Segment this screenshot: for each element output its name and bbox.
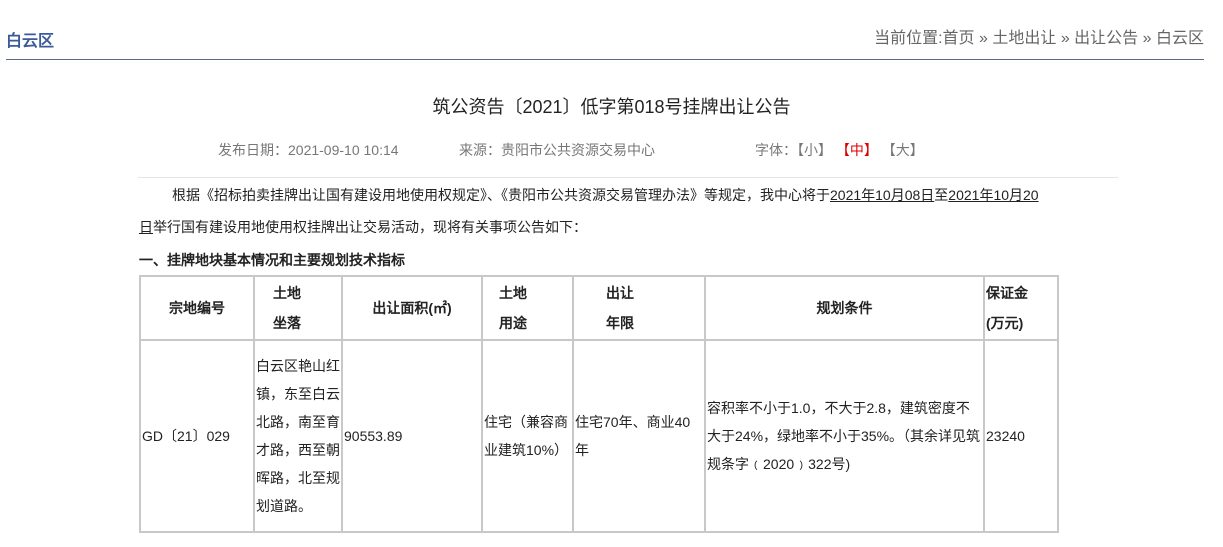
cell-area: 90553.89 [341,339,483,533]
header-parcel-id: 宗地编号 [139,275,255,341]
source: 来源：贵阳市公共资源交易中心 [459,142,655,158]
cell-use: 住宅（兼容商业建筑10%） [481,339,574,533]
font-size-controls: 字体：【小】 【中】 【大】 [755,140,924,160]
header-planning: 规划条件 [704,275,985,341]
breadcrumb-notice[interactable]: 出让公告 [1074,30,1139,47]
font-small-button[interactable]: 【小】 [797,142,832,158]
breadcrumb-sep: » [1138,30,1156,47]
cell-term: 住宅70年、商业40年 [572,339,706,533]
table-row: GD〔21〕029 白云区艳山红镇，东至白云北路，南至育才路，西至朝晖路，北至规… [139,339,1059,533]
article-title: 筑公资告〔2021〕低字第018号挂牌出让公告 [432,97,791,117]
cell-planning: 容积率不小于1.0，不大于2.8，建筑密度不大于24%，绿地率不小于35%。（其… [704,339,985,533]
header-area: 出让面积(㎡) [341,275,483,341]
cell-location: 白云区艳山红镇，东至白云北路，南至育才路，西至朝晖路，北至规划道路。 [253,339,343,533]
date-from: 2021年10月08日 [830,187,935,203]
section-heading: 一、挂牌地块基本情况和主要规划技术指标 [139,252,405,268]
intro-paragraph-2: 日举行国有建设用地使用权挂牌出让交易活动，现将有关事项公告如下： [139,213,1069,241]
breadcrumb-prefix: 当前位置: [874,30,943,47]
date-to-end: 日 [139,219,153,235]
intro-text-2: 举行国有建设用地使用权挂牌出让交易活动，现将有关事项公告如下： [153,219,587,235]
publish-date: 发布日期：2021-09-10 10:14 [218,142,399,158]
intro-paragraph: 根据《招标拍卖挂牌出让国有建设用地使用权规定》、《贵阳市公共资源交易管理办法》等… [139,181,1069,209]
header-use: 土地 用途 [481,275,574,341]
table-header-row: 宗地编号 土地 坐落 出让面积(㎡) 土地 用途 出让 年限 规划条件 保证金 (万元) [139,275,1059,341]
cell-parcel-id: GD〔21〕029 [139,339,255,533]
header-location: 土地 坐落 [253,275,343,341]
district-title: 白云区 [6,33,55,50]
breadcrumb-land[interactable]: 土地出让 [992,30,1057,47]
breadcrumb-sep: » [974,30,993,47]
date-to: 2021年10月20 [948,187,1039,203]
font-label: 字体： [755,142,797,158]
header-deposit: 保证金 (万元) [983,275,1059,341]
to-text: 至 [934,187,949,203]
divider [138,177,1118,178]
top-bar: 白云区 当前位置:首页 » 土地出让 » 出让公告 » 白云区 [6,0,1204,60]
breadcrumb-home[interactable]: 首页 [942,30,975,47]
breadcrumb-district[interactable]: 白云区 [1155,30,1204,47]
intro-text: 根据《招标拍卖挂牌出让国有建设用地使用权规定》、《贵阳市公共资源交易管理办法》等… [172,187,830,203]
font-medium-button[interactable]: 【中】 [835,142,878,158]
cell-deposit: 23240 [983,339,1059,533]
breadcrumb-sep: » [1056,30,1075,47]
font-large-button[interactable]: 【大】 [881,142,924,158]
header-term: 出让 年限 [572,275,706,341]
parcel-table: 宗地编号 土地 坐落 出让面积(㎡) 土地 用途 出让 年限 规划条件 保证金 (万元)… [139,275,1059,533]
breadcrumb: 当前位置:首页 » 土地出让 » 出让公告 » 白云区 [874,24,1204,48]
